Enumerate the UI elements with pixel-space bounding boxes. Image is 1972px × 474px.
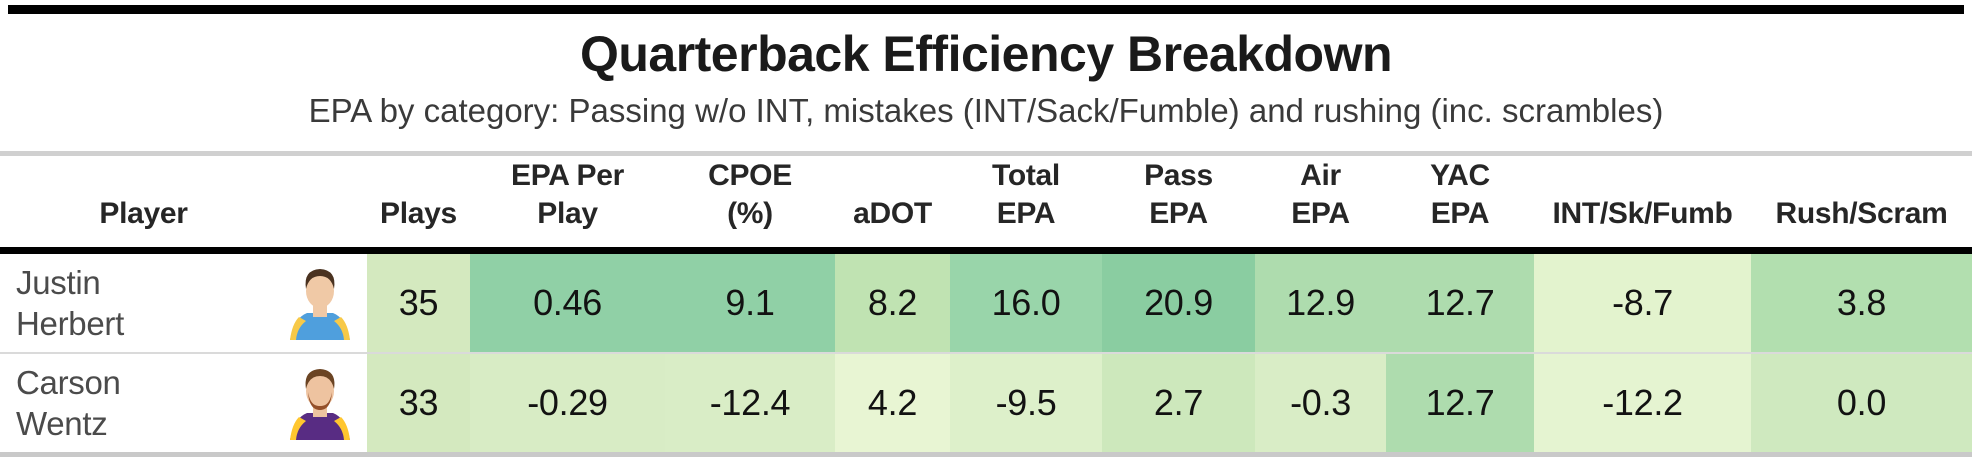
column-header-pass-epa: Pass EPA [1102,151,1255,254]
qb-stats-table: Player Plays EPA Per Play CPOE (%) aDOT … [0,151,1972,457]
stat-cell-rush-scram: 3.8 [1751,250,1972,354]
player-avatar [287,266,353,340]
stat-cell-adot: 4.2 [835,352,950,457]
table-row-justin-herbert: Justin Herbert [0,250,1972,354]
top-border-bar [8,5,1964,14]
player-headshot-icon [290,268,350,340]
column-header-rush-scram: Rush/Scram [1751,151,1972,254]
stat-cell-yac-epa: 12.7 [1386,250,1534,354]
stat-cell-cpoe: 9.1 [665,250,835,354]
column-header-plays: Plays [367,151,470,254]
column-header-int-sk-fumb: INT/Sk/Fumb [1534,151,1751,254]
stat-cell-epa-per-play: -0.29 [470,352,665,457]
stat-cell-total-epa: 16.0 [950,250,1102,354]
player-cell: Carson Wentz [0,352,367,457]
player-name: Justin Herbert [16,263,124,342]
stat-cell-cpoe: -12.4 [665,352,835,457]
page-subtitle: EPA by category: Passing w/o INT, mistak… [308,92,1664,129]
player-name: Carson Wentz [16,363,121,442]
stat-cell-rush-scram: 0.0 [1751,352,1972,457]
column-header-yac-epa: YAC EPA [1386,151,1534,254]
player-cell: Justin Herbert [0,250,367,354]
page-title: Quarterback Efficiency Breakdown [579,26,1393,82]
column-header-player: Player [0,151,367,254]
stat-cell-total-epa: -9.5 [950,352,1102,457]
header-row: Player Plays EPA Per Play CPOE (%) aDOT … [0,151,1972,254]
player-headshot-icon [290,368,350,440]
stat-cell-plays: 33 [367,352,470,457]
stat-cell-air-epa: 12.9 [1255,250,1386,354]
column-header-air-epa: Air EPA [1255,151,1386,254]
stat-cell-epa-per-play: 0.46 [470,250,665,354]
column-header-epa-per-play: EPA Per Play [470,151,665,254]
stat-cell-plays: 35 [367,250,470,354]
column-header-cpoe: CPOE (%) [665,151,835,254]
stat-cell-pass-epa: 2.7 [1102,352,1255,457]
stat-cell-air-epa: -0.3 [1255,352,1386,457]
stat-cell-int-sk-fumb: -8.7 [1534,250,1751,354]
table-row-carson-wentz: Carson Wentz [0,352,1972,457]
player-avatar [287,366,353,440]
stat-cell-yac-epa: 12.7 [1386,352,1534,457]
column-header-adot: aDOT [835,151,950,254]
stat-cell-adot: 8.2 [835,250,950,354]
column-header-total-epa: Total EPA [950,151,1102,254]
stat-cell-int-sk-fumb: -12.2 [1534,352,1751,457]
stat-cell-pass-epa: 20.9 [1102,250,1255,354]
